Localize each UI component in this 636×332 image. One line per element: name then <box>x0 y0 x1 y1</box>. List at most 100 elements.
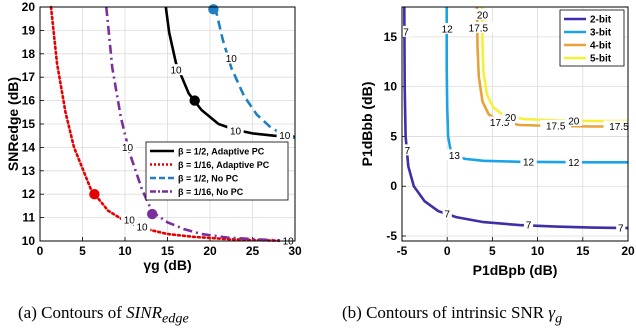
chart-b-contour-label: 17.5 <box>490 118 510 129</box>
chart-a-legend-label: β = 1/2, Adaptive PC <box>178 147 265 157</box>
chart-b-legend-label: 4-bit <box>590 41 612 52</box>
chart-a-y-tick-label: 14 <box>22 140 36 154</box>
chart-a-series-line <box>164 6 296 139</box>
chart-b-contour-label-bg <box>474 8 491 20</box>
chart-b-contour-label: 12 <box>568 158 580 169</box>
chart-a-contour-label: 10 <box>226 54 238 65</box>
chart-b-x-tick-label: 0 <box>444 244 451 258</box>
chart-b-x-tick-label: 15 <box>576 244 590 258</box>
chart-b-x-tick-label: 20 <box>621 244 635 258</box>
chart-b-contour-label-bg <box>439 22 456 34</box>
caption-a: (a) Contours of SINRedge <box>18 303 189 327</box>
chart-b-contour-label: 12 <box>442 24 454 35</box>
chart-a-x-tick-label: 5 <box>79 244 86 258</box>
chart-a-axes-frame <box>39 6 296 242</box>
caption-a-label: (a) <box>18 303 37 322</box>
chart-b-contour-label: 20 <box>568 117 580 128</box>
caption-b-text: Contours of intrinsic SNR <box>366 303 549 322</box>
chart-a: 0 5 10 15 20 25 301011121314151617181920101010… <box>5 0 302 273</box>
chart-a-contour-label: 10 <box>230 127 242 138</box>
chart-a-y-tick-label: 12 <box>22 187 36 201</box>
chart-a-contour-label-bg <box>223 52 240 64</box>
chart-b-series-line <box>403 6 629 230</box>
chart-b-x-tick-label: 10 <box>531 244 545 258</box>
chart-a-x-tick-label: 30 <box>288 244 302 258</box>
chart-b-x-axis-label: P1dBpb (dB) <box>473 262 558 278</box>
chart-b-contour-label: 7 <box>618 224 624 235</box>
chart-b-contour-label-bg <box>603 120 635 132</box>
chart-b-contour-label: 17.5 <box>546 121 566 132</box>
chart-a-contour-label: 10 <box>122 143 134 154</box>
chart-b-x-tick-label: -5 <box>397 244 408 258</box>
chart-a-contour-label: 10 <box>124 215 136 226</box>
chart-a-legend-label: β = 1/2, No PC <box>178 174 239 184</box>
caption-b-sub: g <box>555 310 563 327</box>
chart-b-legend-label: 5-bit <box>590 54 612 65</box>
chart-a-contour-label-bg <box>121 213 138 225</box>
chart-b-y-tick-label: 0 <box>390 179 397 193</box>
chart-a-x-tick-label: 10 <box>118 244 132 258</box>
chart-a-contour-label: 10 <box>170 66 182 77</box>
caption-b: (b) Contours of intrinsic SNR γg <box>342 303 562 327</box>
chart-a-legend-label: β = 1/16, Adaptive PC <box>178 160 270 170</box>
caption-a-sub: edge <box>162 310 189 327</box>
chart-a-y-tick-label: 18 <box>22 47 36 61</box>
chart-a-y-tick-label: 20 <box>22 0 36 14</box>
chart-a-x-tick-label: 15 <box>161 244 175 258</box>
chart-a-contour-label-bg <box>227 125 244 137</box>
caption-b-label: (b) <box>342 303 362 322</box>
chart-a-y-tick-label: 16 <box>22 94 36 108</box>
figure-canvas: 0 5 10 15 20 25 301011121314151617181920101010… <box>5 0 635 278</box>
chart-a-contour-label: 10 <box>279 131 291 142</box>
chart-b-contour-label: 7 <box>526 221 532 232</box>
chart-a-y-tick-label: 19 <box>22 23 36 37</box>
chart-a-x-tick-label: 25 <box>246 244 260 258</box>
chart-b-contour-label: 12 <box>523 157 535 168</box>
chart-a-x-tick-label: 0 <box>37 244 44 258</box>
chart-a-contour-label: 10 <box>283 237 295 248</box>
chart-a-y-tick-label: 15 <box>22 117 36 131</box>
chart-b-contour-label: 20 <box>505 113 517 124</box>
chart-b-y-tick-label: 10 <box>384 80 398 94</box>
chart-b-contour-label-bg <box>446 149 463 161</box>
chart-a-y-tick-label: 13 <box>22 164 36 178</box>
chart-a-y-tick-label: 11 <box>22 211 35 225</box>
chart-b-contour-label-bg <box>502 111 519 123</box>
chart-b-contour-label: 17.5 <box>469 23 489 34</box>
chart-b-contour-label-bg <box>616 222 626 234</box>
chart-a-x-tick-label: 20 <box>203 244 217 258</box>
chart-b-contour-label-bg <box>484 116 516 128</box>
chart-a-marker <box>89 189 100 200</box>
chart-a-contour-label-bg <box>167 64 185 76</box>
chart-b-contour-label: 7 <box>444 210 450 221</box>
chart-a-series-line <box>105 6 296 243</box>
chart-b-contour-label: 17.5 <box>609 122 629 133</box>
chart-a-y-tick-label: 17 <box>22 70 36 84</box>
chart-b-legend-label: 3-bit <box>590 28 612 39</box>
caption-a-text: Contours of <box>41 303 127 322</box>
chart-a-marker <box>208 4 219 15</box>
chart-a-x-axis-label: γg (dB) <box>143 257 191 273</box>
chart-b-contour-label-bg <box>442 208 452 220</box>
chart-b-contour-label-bg <box>462 21 494 33</box>
chart-b-y-tick-label: 15 <box>384 30 398 44</box>
chart-a-contour-label-bg <box>119 141 136 153</box>
chart-b-legend-label: 2-bit <box>590 15 612 26</box>
chart-b-contour-label-bg <box>565 115 582 127</box>
chart-b-x-tick-label: 5 <box>489 244 496 258</box>
chart-b-contour-label: 13 <box>449 151 461 162</box>
chart-a-contour-label-bg <box>276 129 293 141</box>
chart-b-y-axis-label: P1dBbb (dB) <box>359 82 375 167</box>
chart-b-y-tick-label: -5 <box>386 229 397 243</box>
chart-a-legend-label: β = 1/16, No PC <box>178 187 244 197</box>
chart-b-y-tick-label: 5 <box>390 129 397 143</box>
chart-b-contour-label: 20 <box>477 10 489 21</box>
chart-b-contour-label-bg <box>402 144 413 156</box>
chart-b-contour-label-bg <box>540 119 572 131</box>
chart-b-contour-label: 7 <box>405 146 411 157</box>
chart-b: -5 0 5 10 15 20 -5 0 5 10 15 7 7 7 7 7 12 13 12 12 17.5 17.5 1… <box>359 6 635 278</box>
chart-a-y-axis-label: SNRedge (dB) <box>5 77 21 171</box>
chart-b-axes-frame <box>401 6 629 242</box>
chart-b-contour-label-bg <box>523 219 534 231</box>
chart-a-marker <box>189 95 200 106</box>
